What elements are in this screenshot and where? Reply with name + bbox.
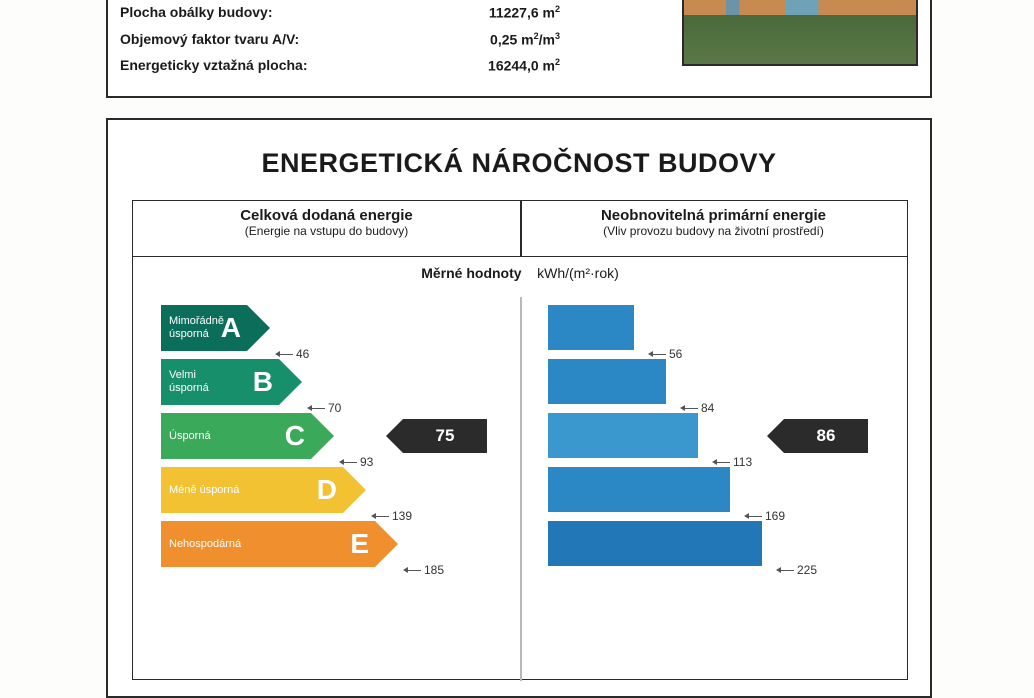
threshold-value: 139 — [392, 509, 412, 523]
col-head-sub: (Vliv provozu budovy na životní prostřed… — [520, 224, 907, 238]
energy-panel: ENERGETICKÁ NÁROČNOST BUDOVY Celková dod… — [106, 118, 932, 698]
band-letter: A — [221, 312, 241, 344]
threshold-arrow-icon — [716, 462, 730, 463]
units-row: Měrné hodnoty kWh/(m²·rok) — [133, 257, 907, 287]
threshold-label: 169 — [748, 509, 785, 523]
threshold-arrow-icon — [652, 354, 666, 355]
threshold-label: 70 — [311, 401, 341, 415]
threshold-arrow-icon — [407, 570, 421, 571]
prop-row: Plocha obálky budovy: 11227,6 m2 — [120, 4, 640, 21]
threshold-label: 56 — [652, 347, 682, 361]
prop-value: 11227,6 m2 — [420, 4, 560, 21]
band-text: Velmi úsporná — [169, 369, 209, 394]
chart-container: Celková dodaná energie (Energie na vstup… — [132, 200, 908, 680]
chart-left: Mimořádně úspornáA Velmi úsporná B Úsporná C… — [133, 297, 520, 681]
primary-energy-bar — [548, 467, 730, 513]
threshold-label: 113 — [716, 455, 752, 469]
rating-band-b: Velmi úsporná B — [161, 359, 279, 405]
col-head-sub: (Energie na vstupu do budovy) — [133, 224, 520, 238]
threshold-value: 84 — [701, 401, 714, 415]
primary-energy-bar — [548, 305, 634, 351]
threshold-arrow-icon — [311, 408, 325, 409]
band-text: Mimořádně úsporná — [169, 315, 224, 340]
chart-area: Mimořádně úspornáA Velmi úsporná B Úsporná C… — [133, 297, 907, 681]
units-text: kWh/(m²·rok) — [537, 265, 619, 281]
primary-energy-bar — [548, 521, 762, 567]
threshold-value: 46 — [296, 347, 309, 361]
threshold-value: 70 — [328, 401, 341, 415]
threshold-label: 84 — [684, 401, 714, 415]
rating-band-a: Mimořádně úspornáA — [161, 305, 247, 351]
col-head-title: Neobnovitelná primární energie — [520, 207, 907, 224]
threshold-label: 225 — [780, 563, 817, 577]
threshold-arrow-icon — [748, 516, 762, 517]
threshold-label: 185 — [407, 563, 444, 577]
primary-energy-bar — [548, 413, 698, 459]
band-letter: D — [317, 474, 337, 506]
threshold-label: 139 — [375, 509, 412, 523]
prop-label: Objemový faktor tvaru A/V: — [120, 31, 420, 48]
band-text: Nehospodárná — [169, 538, 241, 551]
threshold-label: 93 — [343, 455, 373, 469]
threshold-arrow-icon — [279, 354, 293, 355]
threshold-arrow-icon — [375, 516, 389, 517]
top-info-panel: Plocha obálky budovy: 11227,6 m2 Objemov… — [106, 0, 932, 98]
col-head-title: Celková dodaná energie — [133, 207, 520, 224]
panel-title: ENERGETICKÁ NÁROČNOST BUDOVY — [108, 148, 930, 179]
rating-band-e: Nehospodárná E — [161, 521, 375, 567]
header-divider — [520, 201, 522, 257]
primary-energy-bar — [548, 359, 666, 405]
rating-indicator-right: 86 — [784, 419, 868, 453]
prop-label: Energeticky vztažná plocha: — [120, 57, 420, 74]
threshold-value: 113 — [733, 455, 752, 469]
col-head-right: Neobnovitelná primární energie (Vliv pro… — [520, 201, 907, 256]
threshold-value: 225 — [797, 563, 817, 577]
rating-band-c: Úsporná C — [161, 413, 311, 459]
threshold-arrow-icon — [343, 462, 357, 463]
units-bold: Měrné hodnoty — [421, 265, 521, 281]
prop-label: Plocha obálky budovy: — [120, 4, 420, 21]
col-head-left: Celková dodaná energie (Energie na vstup… — [133, 201, 520, 256]
prop-value: 0,25 m2/m3 — [420, 31, 560, 48]
threshold-value: 185 — [424, 563, 444, 577]
band-letter: B — [253, 366, 273, 398]
threshold-label: 46 — [279, 347, 309, 361]
threshold-arrow-icon — [780, 570, 794, 571]
threshold-value: 169 — [765, 509, 785, 523]
threshold-value: 56 — [669, 347, 682, 361]
band-text: Úsporná — [169, 430, 211, 443]
band-letter: C — [285, 420, 305, 452]
building-photo — [682, 0, 918, 66]
rating-indicator-left: 75 — [403, 419, 487, 453]
threshold-arrow-icon — [684, 408, 698, 409]
threshold-value: 93 — [360, 455, 373, 469]
prop-value: 16244,0 m2 — [420, 57, 560, 74]
chart-right: 56 84 113 169 225 86 — [520, 297, 907, 681]
band-text: Méně úsporná — [169, 484, 239, 497]
rating-band-d: Méně úsporná D — [161, 467, 343, 513]
prop-row: Energeticky vztažná plocha: 16244,0 m2 — [120, 57, 640, 74]
band-letter: E — [350, 528, 369, 560]
prop-row: Objemový faktor tvaru A/V: 0,25 m2/m3 — [120, 31, 640, 48]
top-properties: Plocha obálky budovy: 11227,6 m2 Objemov… — [120, 0, 640, 84]
